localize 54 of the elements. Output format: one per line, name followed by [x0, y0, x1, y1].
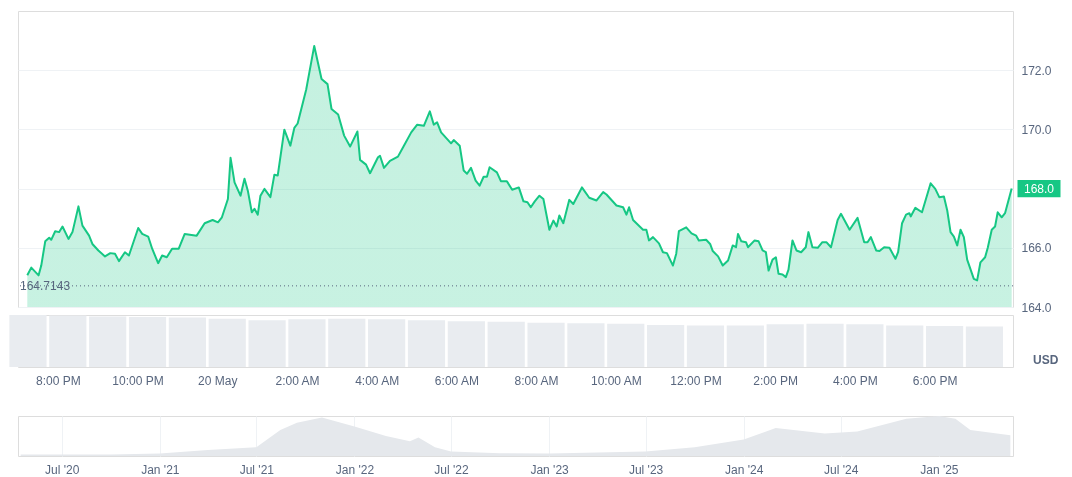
- bar: [168, 317, 206, 367]
- bar: [846, 324, 884, 367]
- x-tick-label: 8:00 AM: [514, 373, 559, 388]
- bar: [766, 324, 804, 367]
- y-tick-label: 166.0: [1021, 241, 1052, 256]
- bar: [487, 321, 525, 367]
- x-tick-label: 4:00 AM: [355, 373, 400, 388]
- bar: [925, 325, 964, 367]
- bar: [447, 321, 485, 367]
- bar: [726, 325, 764, 367]
- bar: [607, 323, 645, 367]
- bar: [686, 325, 725, 367]
- x-tick-label: 6:00 PM: [912, 373, 958, 388]
- x-tick-label: Jul '24: [824, 462, 859, 477]
- bar: [208, 318, 246, 367]
- x-tick-label: Jul '21: [239, 462, 275, 477]
- bar: [527, 322, 565, 367]
- bar: [288, 319, 326, 367]
- y-tick-label: 164.0: [1021, 300, 1052, 315]
- x-tick-label: Jan '25: [920, 462, 959, 477]
- ref-line-label: 164.7143: [20, 278, 71, 293]
- bar: [49, 315, 87, 367]
- x-tick-label: Jul '20: [45, 462, 80, 477]
- x-tick-label: Jul '22: [434, 462, 469, 477]
- x-tick-label: 10:00 AM: [590, 373, 642, 388]
- bar: [248, 320, 286, 367]
- x-tick-label: Jan '22: [335, 462, 375, 477]
- x-tick-label: 2:00 AM: [275, 373, 320, 388]
- x-tick-label: 12:00 PM: [670, 373, 722, 388]
- bar: [965, 326, 1004, 367]
- x-tick-label: Jan '24: [725, 462, 764, 477]
- text: 168.0: [1023, 181, 1055, 196]
- bar: [806, 323, 844, 367]
- y-tick-label: 170.0: [1021, 122, 1052, 137]
- x-tick-label: Jan '23: [530, 462, 570, 477]
- x-tick-label: Jan '21: [141, 462, 180, 477]
- bar: [328, 318, 366, 367]
- bar: [368, 319, 406, 367]
- bar: [9, 315, 47, 367]
- bar: [567, 323, 605, 367]
- y-tick-label: 172.0: [1021, 63, 1052, 78]
- x-tick-label: 6:00 AM: [434, 373, 479, 388]
- x-tick-label: 4:00 PM: [833, 373, 878, 388]
- bar: [886, 325, 924, 367]
- y-axis-title: USD: [1033, 353, 1059, 367]
- x-tick-label: 8:00 PM: [36, 373, 81, 388]
- x-tick-label: 10:00 PM: [112, 373, 164, 388]
- bar: [128, 317, 167, 367]
- x-tick-label: Jul '23: [628, 462, 664, 477]
- x-tick-label: 2:00 PM: [753, 373, 799, 388]
- bar: [89, 316, 127, 367]
- bar: [407, 320, 446, 367]
- x-tick-label: 20 May: [198, 373, 238, 388]
- bar: [647, 324, 685, 367]
